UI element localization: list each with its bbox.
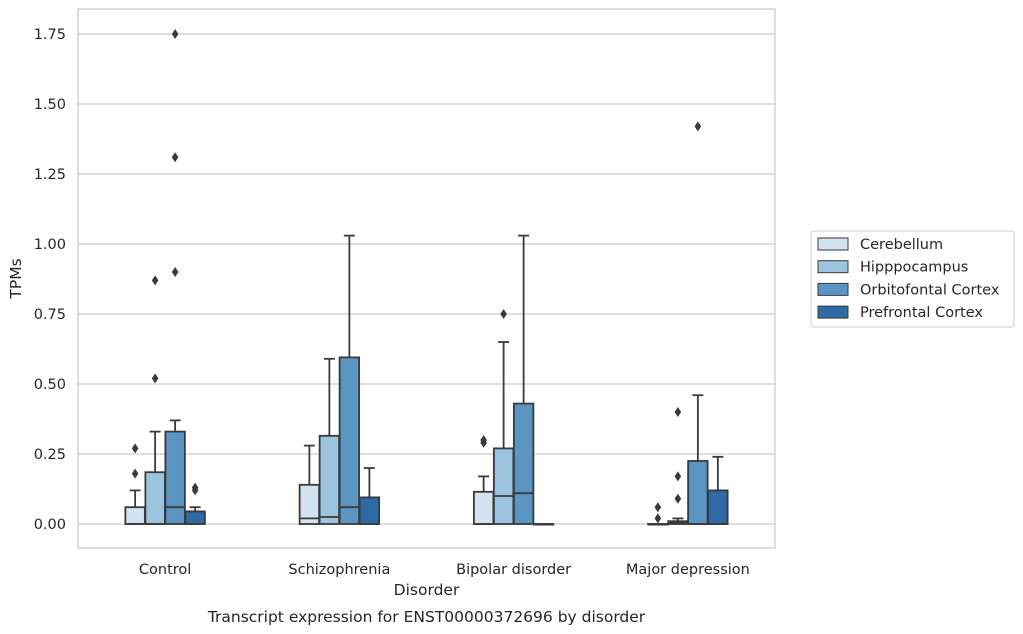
y-tick-label: 1.00: [34, 237, 66, 253]
outlier-point: [674, 471, 682, 482]
box-prefrontal-cortex: [358, 467, 381, 525]
box-prefrontal-cortex: [184, 482, 206, 525]
legend-label: Orbitofontal Cortex: [860, 282, 1000, 298]
box-body: [512, 402, 535, 525]
box-body: [472, 490, 495, 525]
y-tick-label: 0.00: [34, 517, 66, 533]
plot-frame: [77, 8, 776, 549]
box-hipppocampus: [318, 357, 341, 525]
box-body: [318, 434, 341, 525]
outlier-point: [674, 493, 682, 504]
box-body: [124, 506, 146, 525]
x-tick-label: Major depression: [626, 562, 750, 578]
box-body: [358, 496, 381, 525]
box-body: [184, 510, 206, 525]
y-tick-label: 0.75: [34, 307, 66, 323]
chart-caption: Transcript expression for ENST0000037269…: [207, 608, 646, 626]
y-tick-label: 0.25: [34, 447, 66, 463]
legend-swatch: [817, 260, 849, 274]
outlier-point: [171, 267, 179, 277]
box-body: [338, 356, 361, 525]
legend-swatch: [817, 282, 849, 296]
box-orbitofontal-cortex: [164, 29, 186, 525]
x-tick-label: Bipolar disorder: [456, 562, 571, 578]
box-orbitofontal-cortex: [512, 234, 535, 525]
box-body: [492, 447, 515, 525]
box-body: [164, 430, 186, 525]
legend-label: Prefrontal Cortex: [860, 305, 983, 321]
legend-swatch: [817, 237, 849, 251]
y-axis-label: TPMs: [7, 258, 25, 299]
box-prefrontal-cortex: [532, 523, 555, 526]
x-tick-label: Control: [139, 562, 191, 578]
box-cerebellum: [472, 435, 495, 525]
outlier-point: [654, 502, 662, 513]
outlier-point: [674, 407, 682, 417]
box-orbitofontal-cortex: [338, 234, 361, 525]
box-body: [707, 489, 729, 525]
x-tick-label: Schizophrenia: [288, 562, 390, 578]
legend-swatch: [817, 305, 849, 319]
legend-label: Cerebellum: [860, 237, 943, 253]
outlier-point: [171, 152, 179, 163]
legend-label: Hipppocampus: [860, 260, 968, 276]
box-hipppocampus: [492, 309, 515, 525]
y-tick-label: 1.50: [34, 97, 66, 113]
outlier-point: [131, 468, 139, 479]
outlier-point: [131, 443, 139, 454]
outlier-point: [151, 275, 159, 286]
outlier-point: [171, 29, 179, 39]
outlier-point: [191, 482, 199, 493]
x-axis-label: Disorder: [394, 581, 460, 599]
outlier-point: [151, 373, 159, 384]
y-tick-label: 1.75: [34, 27, 66, 43]
outlier-point: [480, 435, 487, 445]
x-tick-labels: Control Schizophrenia Bipolar disorder Majo…: [139, 562, 750, 578]
outlier-point: [500, 309, 507, 319]
outlier-point: [694, 121, 702, 132]
y-tick-labels: 0.00 0.25 0.50 0.75 1.00 1.25 1.50 1.75: [34, 27, 66, 533]
box-prefrontal-cortex: [707, 455, 729, 525]
legend: Cerebellum Hipppocampus Orbitofontal Corte…: [810, 230, 1015, 328]
plot-area: [124, 29, 729, 526]
box-body: [144, 471, 166, 525]
outlier-point: [654, 513, 662, 524]
y-tick-label: 0.50: [34, 377, 66, 393]
y-tick-label: 1.25: [34, 167, 66, 183]
box-body: [687, 460, 709, 525]
box-cerebellum: [124, 443, 146, 525]
legend-frame: [810, 230, 1015, 328]
